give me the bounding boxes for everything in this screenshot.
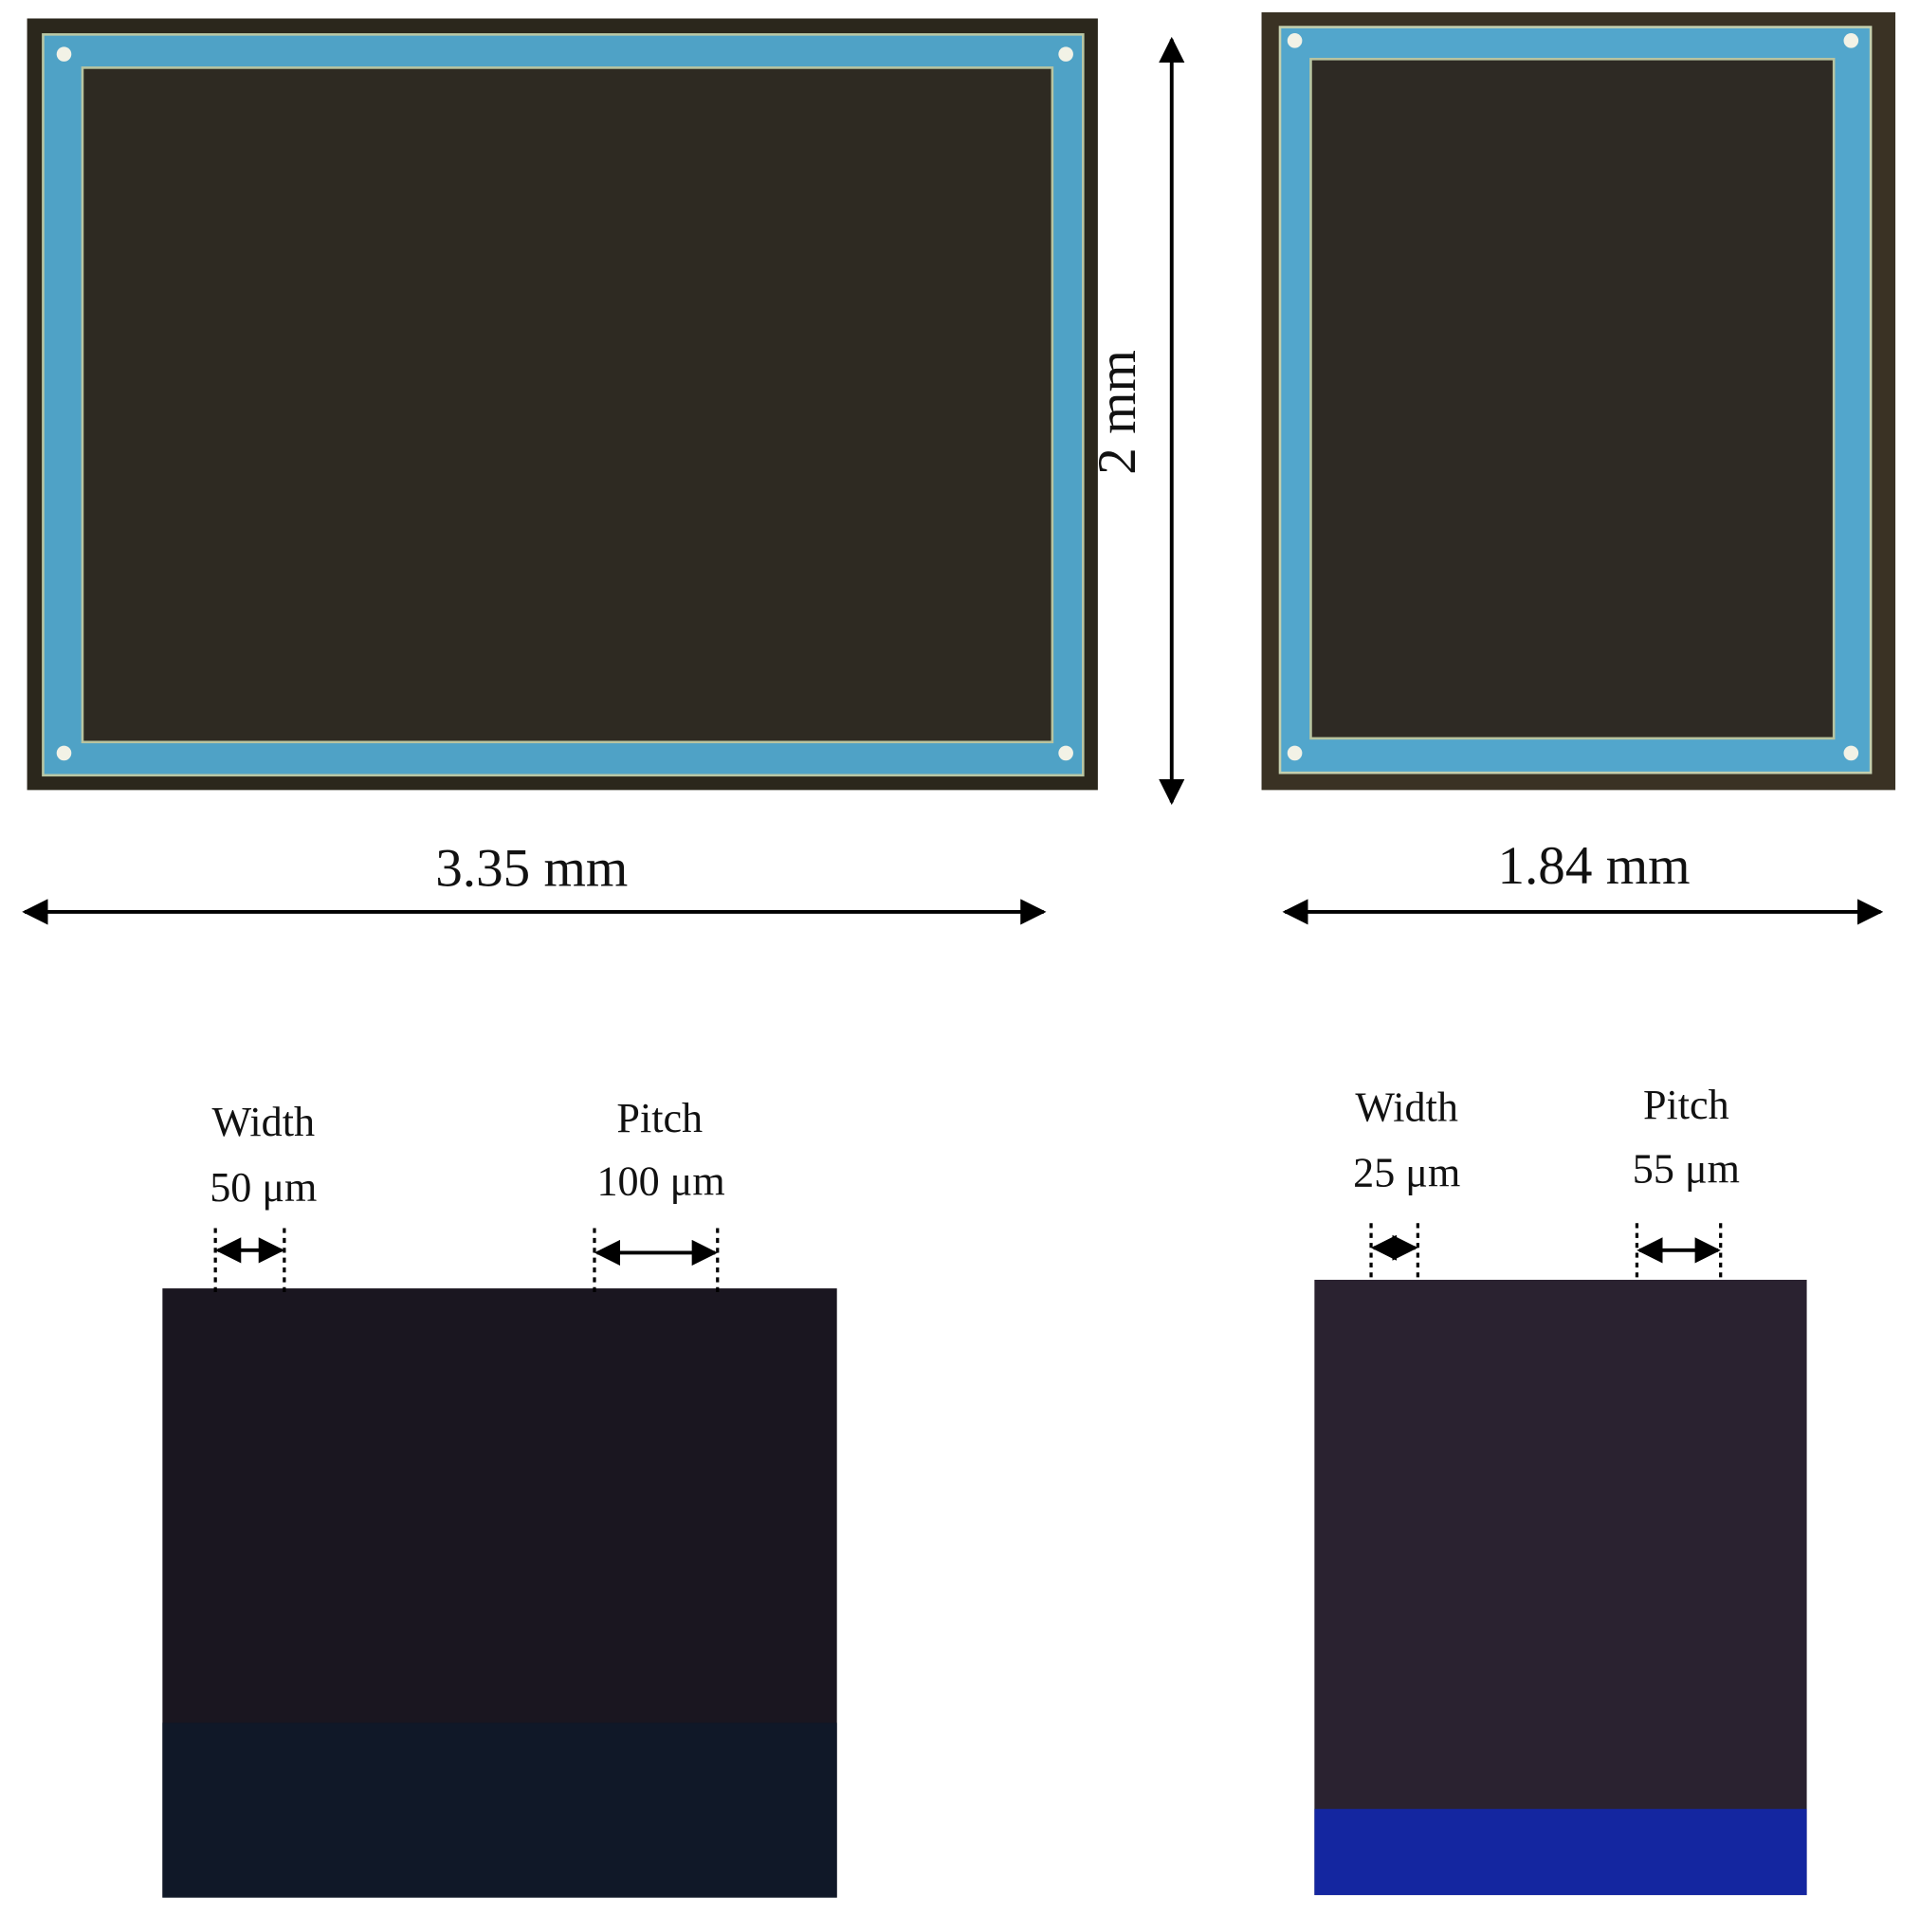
width-title: Width	[1355, 1084, 1458, 1131]
width-title: Width	[212, 1099, 316, 1145]
width-label: 1.84 mm	[1497, 836, 1690, 896]
pitch-value: 55 μm	[1633, 1145, 1740, 1192]
width-value: 25 μm	[1353, 1149, 1460, 1195]
pitch-title: Pitch	[1643, 1082, 1729, 1128]
zoom-large	[162, 1288, 837, 1898]
chip-large	[27, 18, 1098, 791]
chip-small	[1261, 11, 1896, 791]
pitch-value: 100 μm	[596, 1157, 724, 1204]
width-label: 3.35 mm	[435, 839, 628, 899]
zoom-small	[1314, 1280, 1807, 1896]
height-label: 2 mm	[1088, 350, 1147, 475]
width-value: 50 μm	[210, 1164, 317, 1211]
dimension-markers	[213, 1223, 1723, 1292]
pitch-title: Pitch	[616, 1095, 703, 1141]
